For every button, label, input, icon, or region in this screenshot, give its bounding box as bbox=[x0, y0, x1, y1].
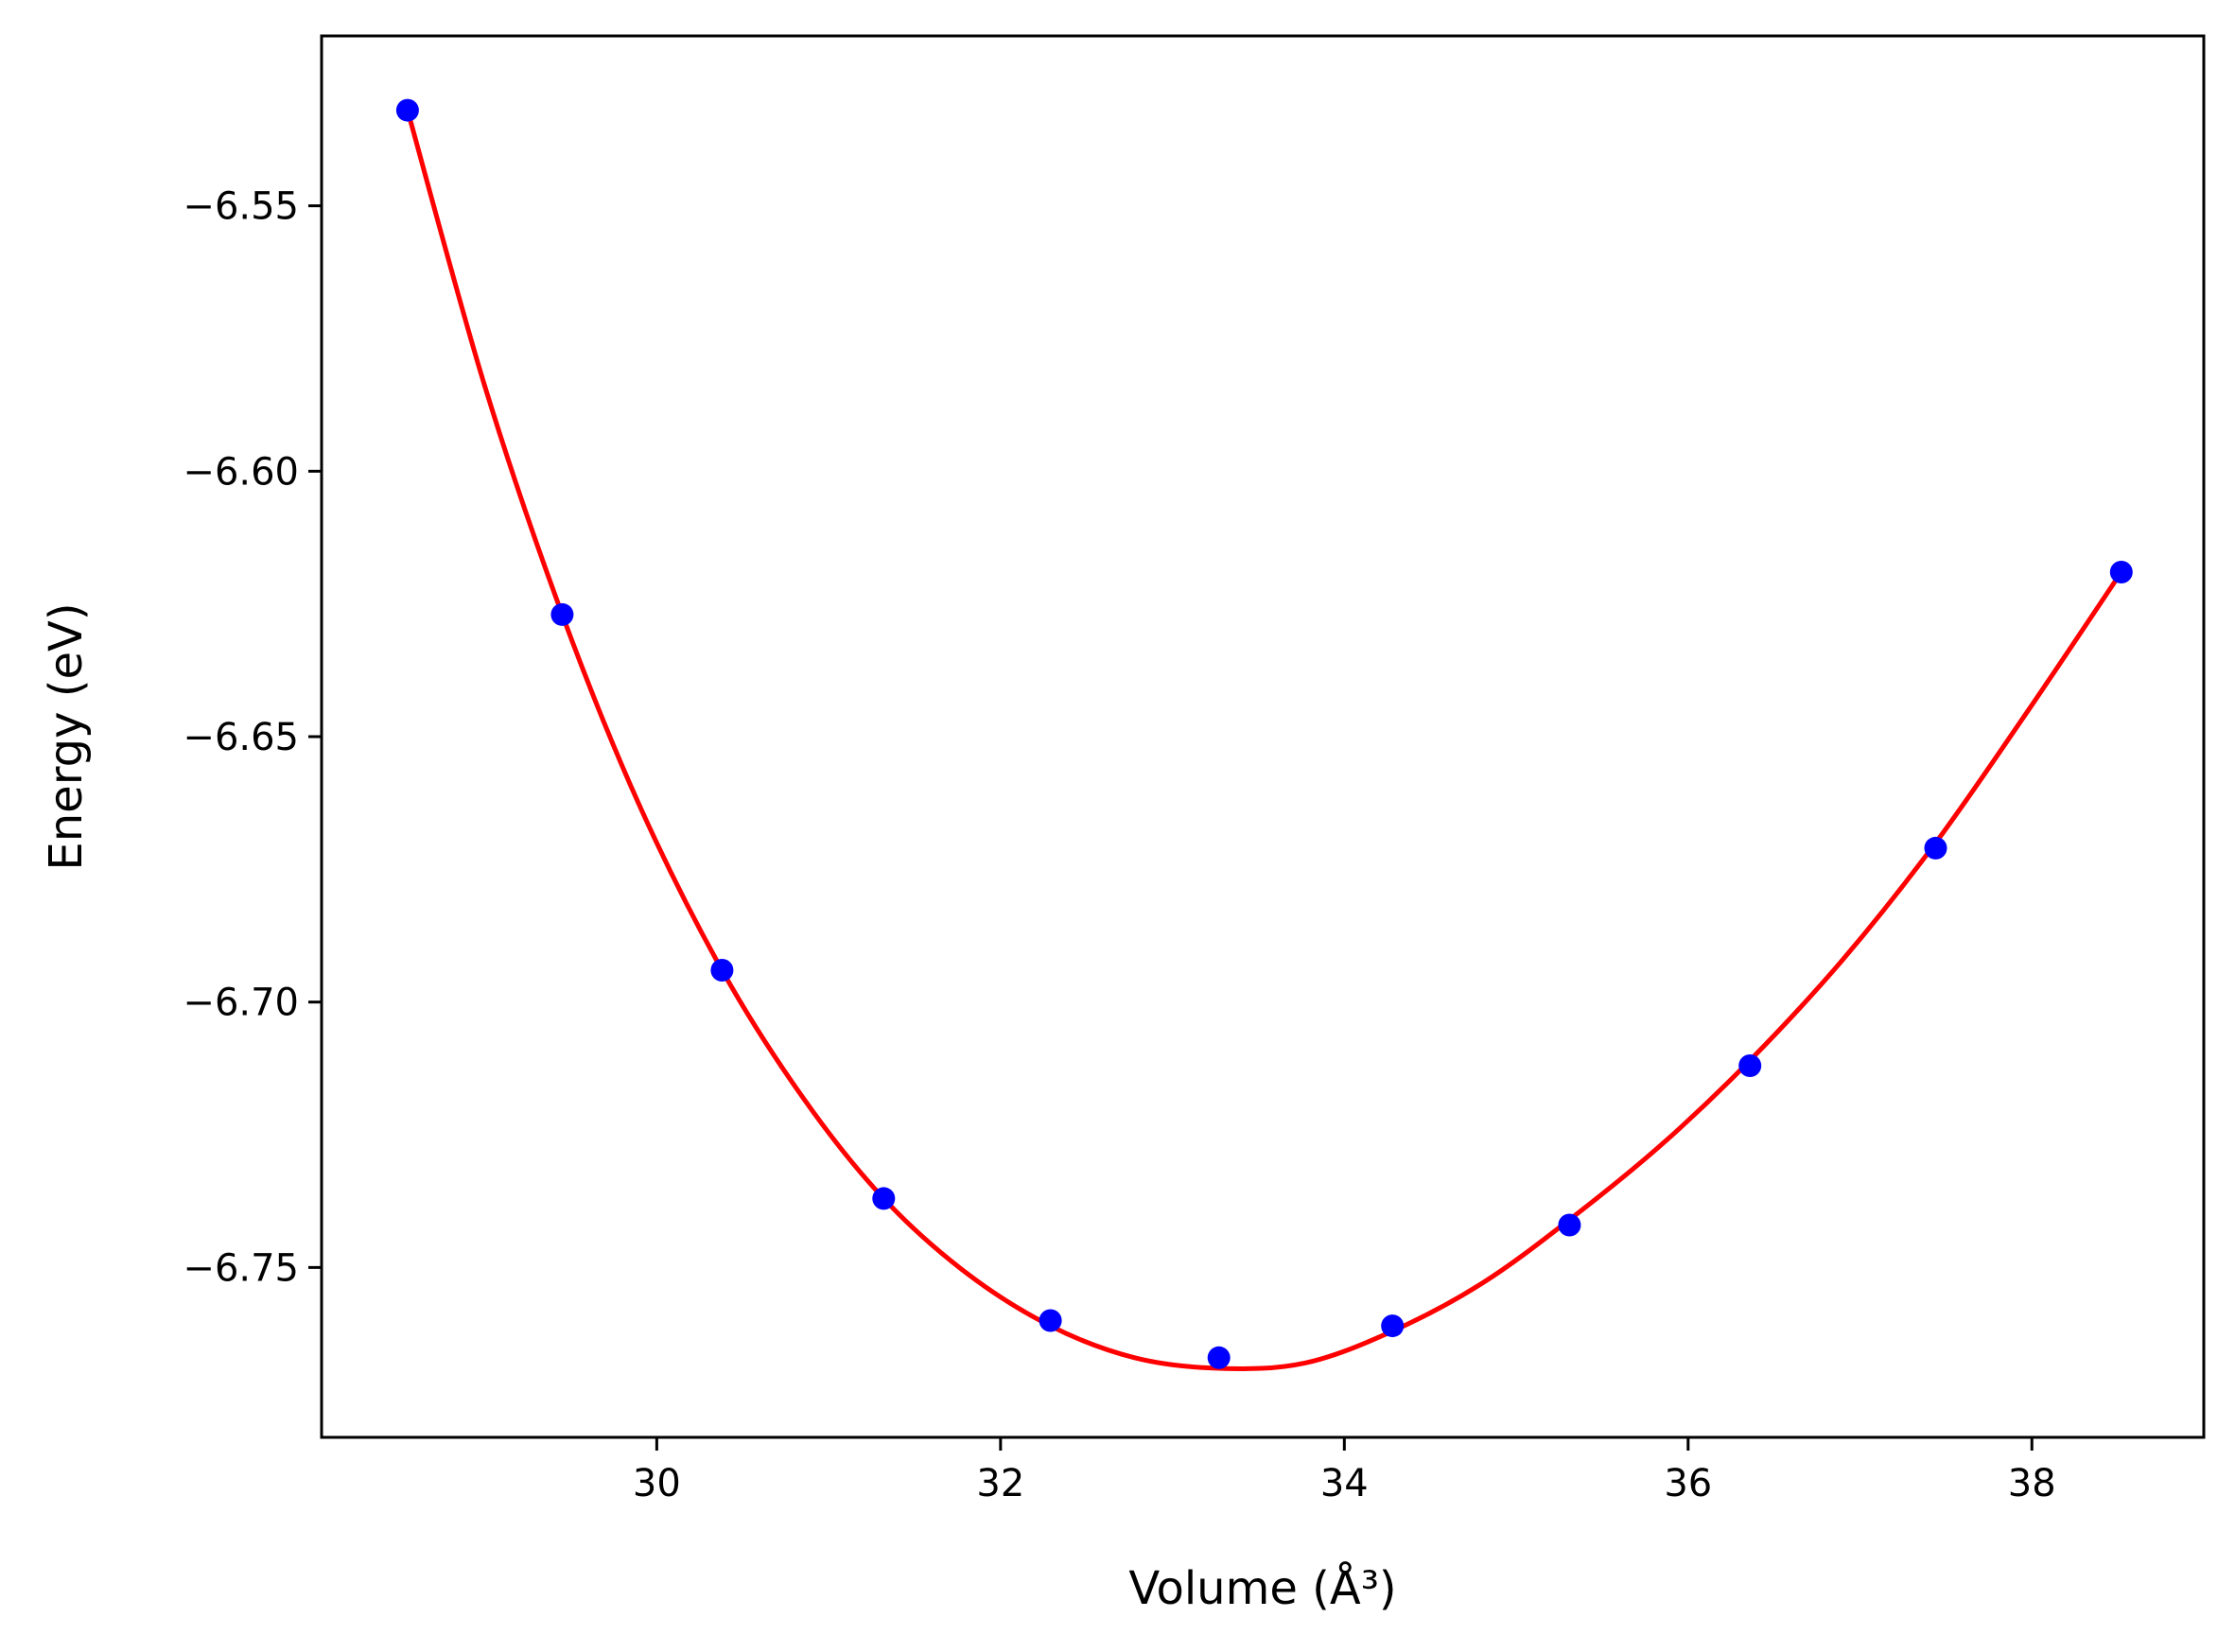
y-tick-label: −6.75 bbox=[183, 1246, 299, 1290]
x-axis-ticks: 30 32 34 36 38 bbox=[633, 1437, 2056, 1505]
y-tick-label: −6.65 bbox=[183, 716, 299, 759]
data-point bbox=[1738, 1054, 1762, 1077]
x-tick-label: 32 bbox=[976, 1462, 1024, 1505]
y-axis-ticks: −6.55 −6.60 −6.65 −6.70 −6.75 bbox=[183, 185, 322, 1290]
x-tick-label: 36 bbox=[1664, 1462, 1712, 1505]
data-point bbox=[2109, 561, 2133, 583]
x-tick-label: 38 bbox=[2008, 1462, 2056, 1505]
data-point bbox=[872, 1187, 896, 1210]
data-point bbox=[550, 602, 574, 626]
x-axis-title: Volume (Å³) bbox=[1128, 1561, 1396, 1615]
x-tick-label: 30 bbox=[633, 1462, 681, 1505]
y-axis-title: Energy (eV) bbox=[40, 602, 93, 870]
data-point bbox=[710, 959, 734, 982]
x-tick-label: 34 bbox=[1320, 1462, 1369, 1505]
data-point bbox=[1924, 836, 1947, 860]
data-point bbox=[1207, 1346, 1231, 1369]
data-point bbox=[1558, 1213, 1581, 1237]
data-point bbox=[395, 98, 419, 122]
y-tick-label: −6.55 bbox=[183, 185, 299, 229]
data-point bbox=[1381, 1314, 1405, 1338]
fit-curve bbox=[405, 109, 2123, 1371]
y-tick-label: −6.70 bbox=[183, 982, 299, 1025]
plot-layer bbox=[395, 98, 2133, 1371]
data-point bbox=[1039, 1309, 1062, 1332]
y-tick-label: −6.60 bbox=[183, 450, 299, 494]
